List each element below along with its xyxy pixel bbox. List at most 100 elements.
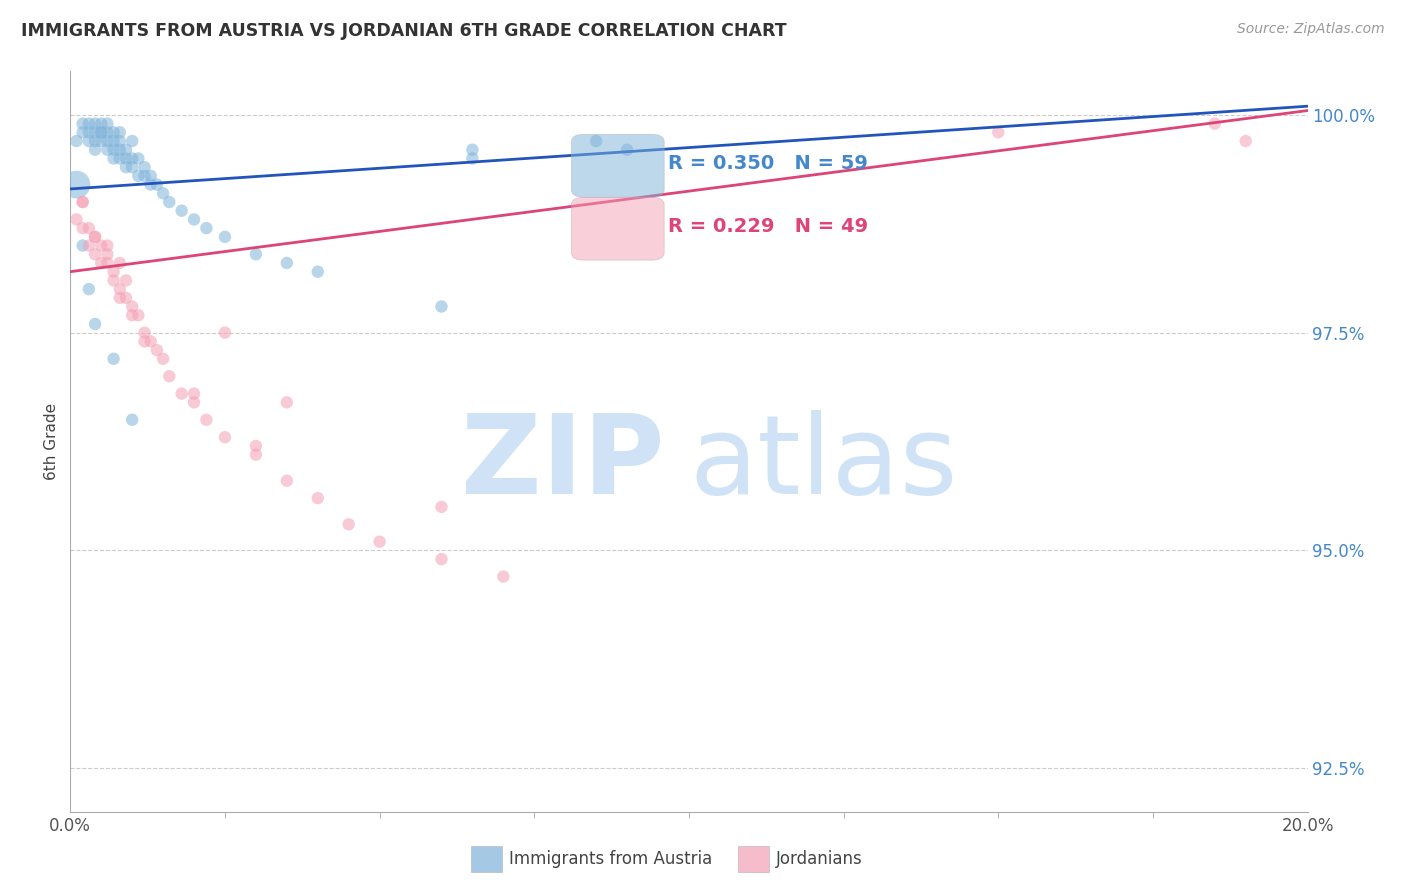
Point	[183, 212, 205, 227]
Point	[115, 291, 138, 305]
Point	[195, 221, 218, 235]
Point	[245, 247, 267, 261]
Point	[84, 117, 107, 131]
Point	[430, 552, 453, 566]
Point	[127, 308, 149, 322]
Point	[103, 125, 125, 139]
Point	[65, 178, 87, 192]
Point	[77, 134, 100, 148]
Point	[115, 143, 138, 157]
Point	[72, 194, 94, 209]
Point	[65, 134, 87, 148]
Text: R = 0.350   N = 59: R = 0.350 N = 59	[668, 154, 868, 173]
Point	[585, 134, 607, 148]
Point	[127, 169, 149, 183]
Point	[134, 326, 156, 340]
Point	[121, 160, 143, 174]
Point	[307, 265, 329, 279]
Point	[134, 160, 156, 174]
Point	[90, 125, 112, 139]
Point	[183, 386, 205, 401]
Point	[214, 326, 236, 340]
Text: Source: ZipAtlas.com: Source: ZipAtlas.com	[1237, 22, 1385, 37]
FancyBboxPatch shape	[571, 197, 664, 260]
Point	[90, 134, 112, 148]
Point	[276, 474, 298, 488]
Point	[84, 125, 107, 139]
Point	[616, 143, 638, 157]
Point	[72, 238, 94, 252]
Text: Jordanians: Jordanians	[776, 850, 863, 868]
Point	[77, 221, 100, 235]
Y-axis label: 6th Grade: 6th Grade	[44, 403, 59, 480]
Point	[307, 491, 329, 505]
Point	[121, 152, 143, 166]
Point	[103, 351, 125, 366]
Point	[72, 194, 94, 209]
Text: R = 0.229   N = 49: R = 0.229 N = 49	[668, 218, 868, 236]
Point	[96, 238, 118, 252]
Point	[1234, 134, 1257, 148]
Point	[84, 143, 107, 157]
Point	[134, 169, 156, 183]
Point	[108, 143, 131, 157]
Point	[96, 134, 118, 148]
Point	[84, 134, 107, 148]
Text: IMMIGRANTS FROM AUSTRIA VS JORDANIAN 6TH GRADE CORRELATION CHART: IMMIGRANTS FROM AUSTRIA VS JORDANIAN 6TH…	[21, 22, 787, 40]
Point	[430, 500, 453, 514]
Point	[170, 386, 193, 401]
Point	[430, 300, 453, 314]
Point	[115, 160, 138, 174]
Point	[72, 221, 94, 235]
Point	[90, 238, 112, 252]
Point	[103, 143, 125, 157]
Point	[127, 152, 149, 166]
Point	[245, 448, 267, 462]
Point	[103, 152, 125, 166]
Point	[987, 125, 1010, 139]
Point	[108, 125, 131, 139]
Point	[1204, 117, 1226, 131]
Text: ZIP: ZIP	[461, 410, 664, 517]
Point	[115, 152, 138, 166]
Point	[461, 143, 484, 157]
Point	[121, 300, 143, 314]
Point	[214, 430, 236, 444]
Point	[90, 125, 112, 139]
Point	[72, 125, 94, 139]
Point	[337, 517, 360, 532]
Point	[170, 203, 193, 218]
Point	[195, 413, 218, 427]
Point	[96, 117, 118, 131]
Point	[152, 351, 174, 366]
Point	[90, 256, 112, 270]
Point	[108, 282, 131, 296]
Point	[157, 194, 180, 209]
Point	[276, 256, 298, 270]
Point	[368, 534, 391, 549]
Point	[84, 230, 107, 244]
Point	[139, 178, 162, 192]
Point	[245, 439, 267, 453]
Point	[96, 125, 118, 139]
Point	[121, 413, 143, 427]
Point	[65, 212, 87, 227]
Point	[146, 343, 169, 357]
FancyBboxPatch shape	[571, 135, 664, 197]
Point	[84, 317, 107, 331]
Point	[183, 395, 205, 409]
Point	[214, 230, 236, 244]
Point	[96, 256, 118, 270]
Point	[115, 273, 138, 287]
Point	[108, 152, 131, 166]
Point	[90, 117, 112, 131]
Point	[492, 569, 515, 583]
Point	[121, 308, 143, 322]
Point	[77, 125, 100, 139]
Point	[77, 282, 100, 296]
Point	[77, 117, 100, 131]
Point	[84, 247, 107, 261]
Point	[108, 291, 131, 305]
Point	[96, 247, 118, 261]
Point	[103, 273, 125, 287]
